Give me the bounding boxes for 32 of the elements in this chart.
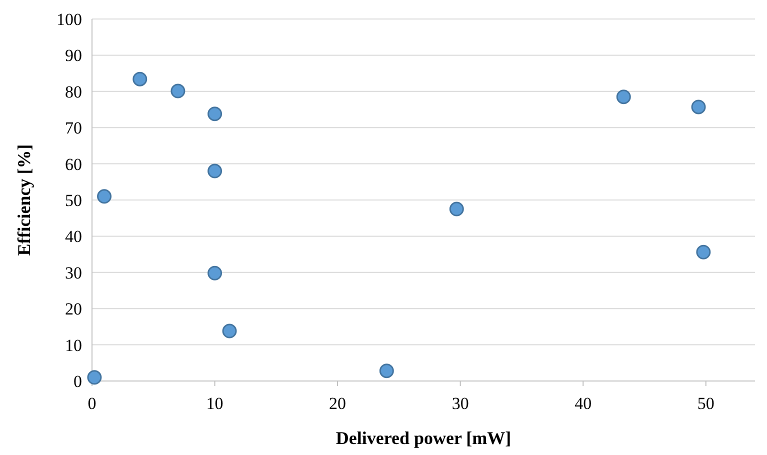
x-tick-label: 30 <box>452 394 469 413</box>
x-tick-label: 10 <box>206 394 224 413</box>
x-tick-label: 50 <box>697 394 714 413</box>
x-tick-label: 0 <box>88 394 96 413</box>
point <box>170 84 186 98</box>
point <box>87 370 102 385</box>
point <box>379 364 394 378</box>
point <box>208 164 222 178</box>
y-tick-label: 70 <box>65 118 82 138</box>
point <box>208 106 222 122</box>
point <box>696 244 711 260</box>
y-tick-label: 80 <box>65 82 82 102</box>
y-tick-label: 90 <box>65 46 82 66</box>
y-tick-label: 100 <box>56 10 82 29</box>
y-tick-label: 10 <box>65 336 82 355</box>
x-axis-title: Delivered power [mW] <box>336 428 512 448</box>
y-tick-label: 50 <box>65 190 82 210</box>
x-tick-label: 20 <box>329 394 346 413</box>
point <box>691 100 706 114</box>
point <box>97 189 112 204</box>
y-tick-label: 0 <box>74 372 82 391</box>
y-tick-label: 60 <box>65 154 82 174</box>
y-tick-label: 40 <box>65 227 82 246</box>
point <box>208 266 222 280</box>
point <box>222 324 237 338</box>
y-tick-label: 20 <box>65 300 82 319</box>
x-tick-label: 40 <box>574 394 592 413</box>
y-tick-label: 30 <box>65 263 82 282</box>
point <box>616 90 631 104</box>
y-axis-title: Efficiency [%] <box>14 144 34 256</box>
point <box>132 72 148 86</box>
point <box>449 202 464 216</box>
